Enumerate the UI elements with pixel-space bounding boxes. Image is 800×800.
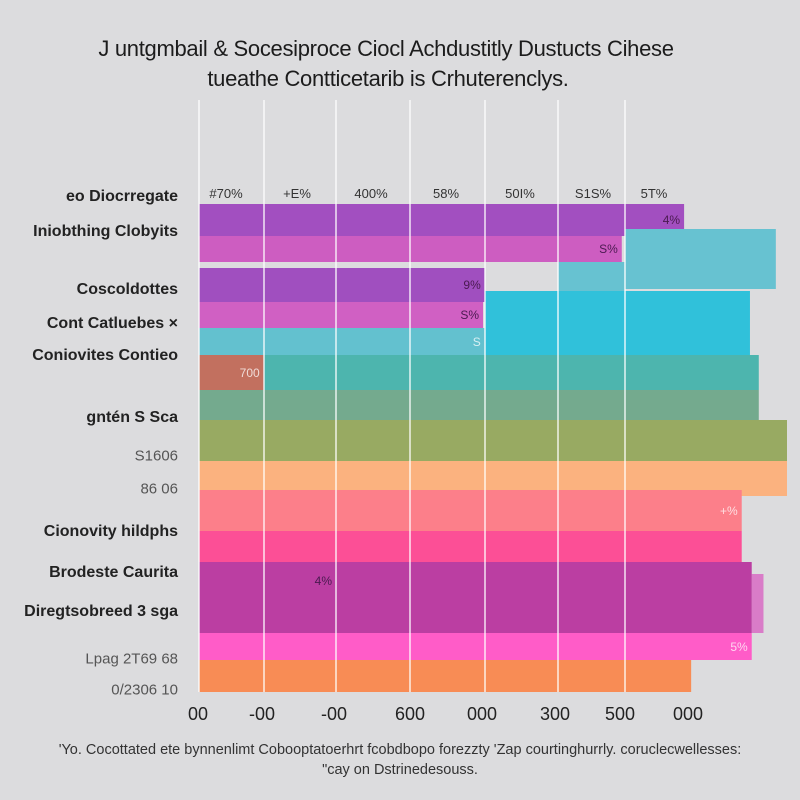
- x-tick-label: 500: [604, 704, 636, 724]
- footnote-line-1: 'Yo. Cocottated ete bynnenlimt Cobooptat…: [58, 742, 742, 758]
- bar: [199, 355, 759, 390]
- bar-value-label: 4%: [662, 213, 681, 227]
- top-percent-label: 400%: [354, 186, 388, 201]
- bar: [199, 490, 742, 531]
- x-tick-label: 300: [539, 704, 571, 724]
- x-tick-label: -00: [248, 704, 276, 724]
- bar-value-label: S: [472, 334, 481, 349]
- category-label: gntén S Sca: [86, 409, 178, 426]
- category-label: Cionovity hildphs: [43, 523, 178, 540]
- top-percent-label: 58%: [432, 186, 460, 201]
- bar: [624, 229, 776, 289]
- bar-value-label: S%: [599, 242, 618, 256]
- bar: [199, 204, 685, 236]
- top-percent-label: 5T%: [640, 186, 668, 201]
- category-label: Coniovites Contieo: [32, 347, 178, 364]
- category-label: eo Diocrregate: [65, 188, 178, 205]
- category-label: Lpag 2T69 68: [85, 650, 178, 668]
- bar: [199, 420, 787, 461]
- x-tick-label: 000: [466, 704, 498, 724]
- bar: [199, 355, 264, 390]
- x-tick-label: 600: [394, 704, 426, 724]
- footnote-line-2: "cay on Dstrinedesouss.: [322, 762, 478, 778]
- category-label: Coscoldottes: [76, 281, 178, 298]
- top-percent-label: S1S%: [574, 186, 612, 201]
- bar-value-label: S%: [460, 308, 479, 322]
- bar-value-label: 5%: [730, 639, 748, 654]
- bar: [558, 262, 625, 291]
- category-label: Brodeste Caurita: [49, 564, 178, 581]
- bar: [199, 328, 485, 355]
- x-tick-label: 000: [672, 704, 704, 724]
- top-percent-label: +E%: [283, 186, 311, 201]
- x-tick-label: -00: [320, 704, 348, 724]
- bar: [199, 633, 752, 660]
- bar: [484, 291, 750, 355]
- top-percent-label: 50I%: [505, 186, 535, 201]
- category-label: 0/2306 10: [111, 681, 178, 699]
- category-label: Cont Catluebes ×: [46, 315, 178, 332]
- bar: [199, 268, 485, 302]
- category-label: Diregtsobreed 3 sga: [24, 603, 178, 620]
- category-label: 86 06: [140, 480, 178, 498]
- top-percent-label: #70%: [209, 186, 243, 201]
- chart-title: J untgmbail & Socesiproce Ciocl Achdusti…: [98, 36, 674, 61]
- x-tick-label: 00: [187, 704, 209, 724]
- category-label: Iniobthing Clobyits: [33, 223, 178, 240]
- bar: [751, 574, 764, 633]
- chart-subtitle: tueathe Contticetarib is Crhuterenclys.: [207, 66, 569, 91]
- bar: [199, 660, 692, 692]
- bar-value-label: 700: [239, 365, 260, 380]
- bar-value-label: 4%: [314, 574, 332, 588]
- bar: [199, 302, 484, 328]
- bar-value-label: +%: [720, 503, 738, 518]
- bar-value-label: 9%: [463, 278, 481, 292]
- category-label: S1606: [134, 447, 178, 465]
- bar: [199, 562, 752, 633]
